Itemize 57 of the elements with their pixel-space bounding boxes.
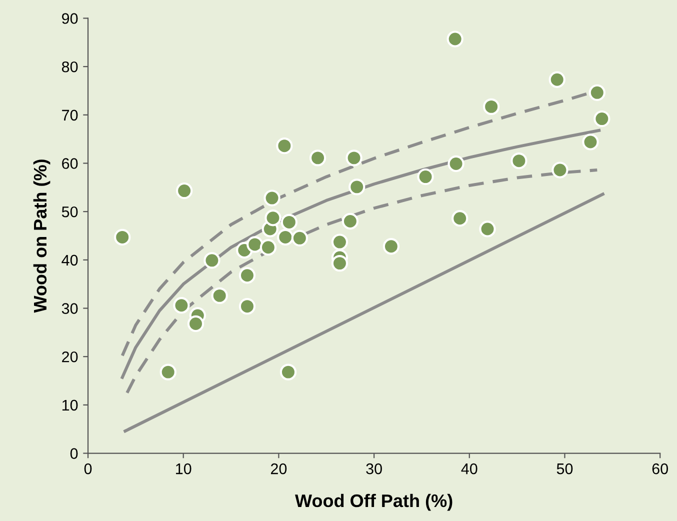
point bbox=[276, 138, 293, 154]
y-tick-label: 10 bbox=[62, 400, 78, 411]
point bbox=[346, 150, 362, 166]
x-tick-label: 50 bbox=[556, 463, 573, 474]
y-tick-label: 70 bbox=[62, 110, 78, 121]
point bbox=[479, 220, 496, 238]
point bbox=[280, 214, 298, 231]
point bbox=[548, 71, 566, 88]
x-tick-label: 40 bbox=[461, 463, 478, 474]
point bbox=[331, 254, 348, 272]
point bbox=[342, 212, 359, 230]
x-tick-label: 0 bbox=[84, 463, 92, 474]
point bbox=[291, 230, 308, 246]
point bbox=[238, 267, 256, 284]
y-tick-label: 50 bbox=[62, 206, 78, 218]
point bbox=[280, 364, 297, 380]
point bbox=[260, 239, 277, 256]
point bbox=[348, 178, 366, 196]
point bbox=[452, 210, 468, 227]
point bbox=[510, 152, 528, 170]
point bbox=[114, 228, 131, 246]
y-tick-label: 60 bbox=[62, 158, 78, 169]
y-tick-label: 20 bbox=[62, 351, 78, 362]
y-tick-label: 0 bbox=[70, 448, 78, 459]
y-tick-label: 40 bbox=[62, 254, 78, 266]
point bbox=[552, 162, 568, 178]
y-tick-label: 30 bbox=[62, 303, 78, 314]
point bbox=[264, 190, 280, 206]
point bbox=[277, 228, 294, 246]
point bbox=[448, 155, 464, 172]
x-tick-label: 30 bbox=[366, 463, 382, 474]
point bbox=[264, 210, 282, 226]
point bbox=[246, 236, 264, 253]
x-tick-label: 10 bbox=[176, 463, 192, 474]
point bbox=[211, 287, 228, 304]
point bbox=[238, 298, 256, 315]
point bbox=[382, 238, 400, 255]
point bbox=[482, 98, 500, 116]
x-tick-label: 60 bbox=[652, 463, 668, 474]
point bbox=[309, 150, 326, 166]
point bbox=[204, 252, 220, 269]
y-axis-title: Wood on Path (%) bbox=[33, 160, 50, 313]
point bbox=[187, 315, 204, 332]
point bbox=[160, 364, 176, 380]
y-tick-label: 80 bbox=[62, 61, 78, 72]
point bbox=[588, 84, 606, 102]
point bbox=[173, 297, 190, 314]
point bbox=[331, 234, 348, 250]
point bbox=[582, 134, 599, 150]
x-axis-title: Wood Off Path (%) bbox=[294, 494, 452, 511]
point bbox=[594, 110, 610, 128]
point bbox=[446, 30, 464, 48]
point bbox=[417, 168, 434, 186]
y-tick-label: 90 bbox=[62, 13, 78, 24]
line-series bbox=[120, 128, 601, 379]
x-tick-label: 20 bbox=[270, 463, 287, 474]
point bbox=[176, 182, 193, 200]
